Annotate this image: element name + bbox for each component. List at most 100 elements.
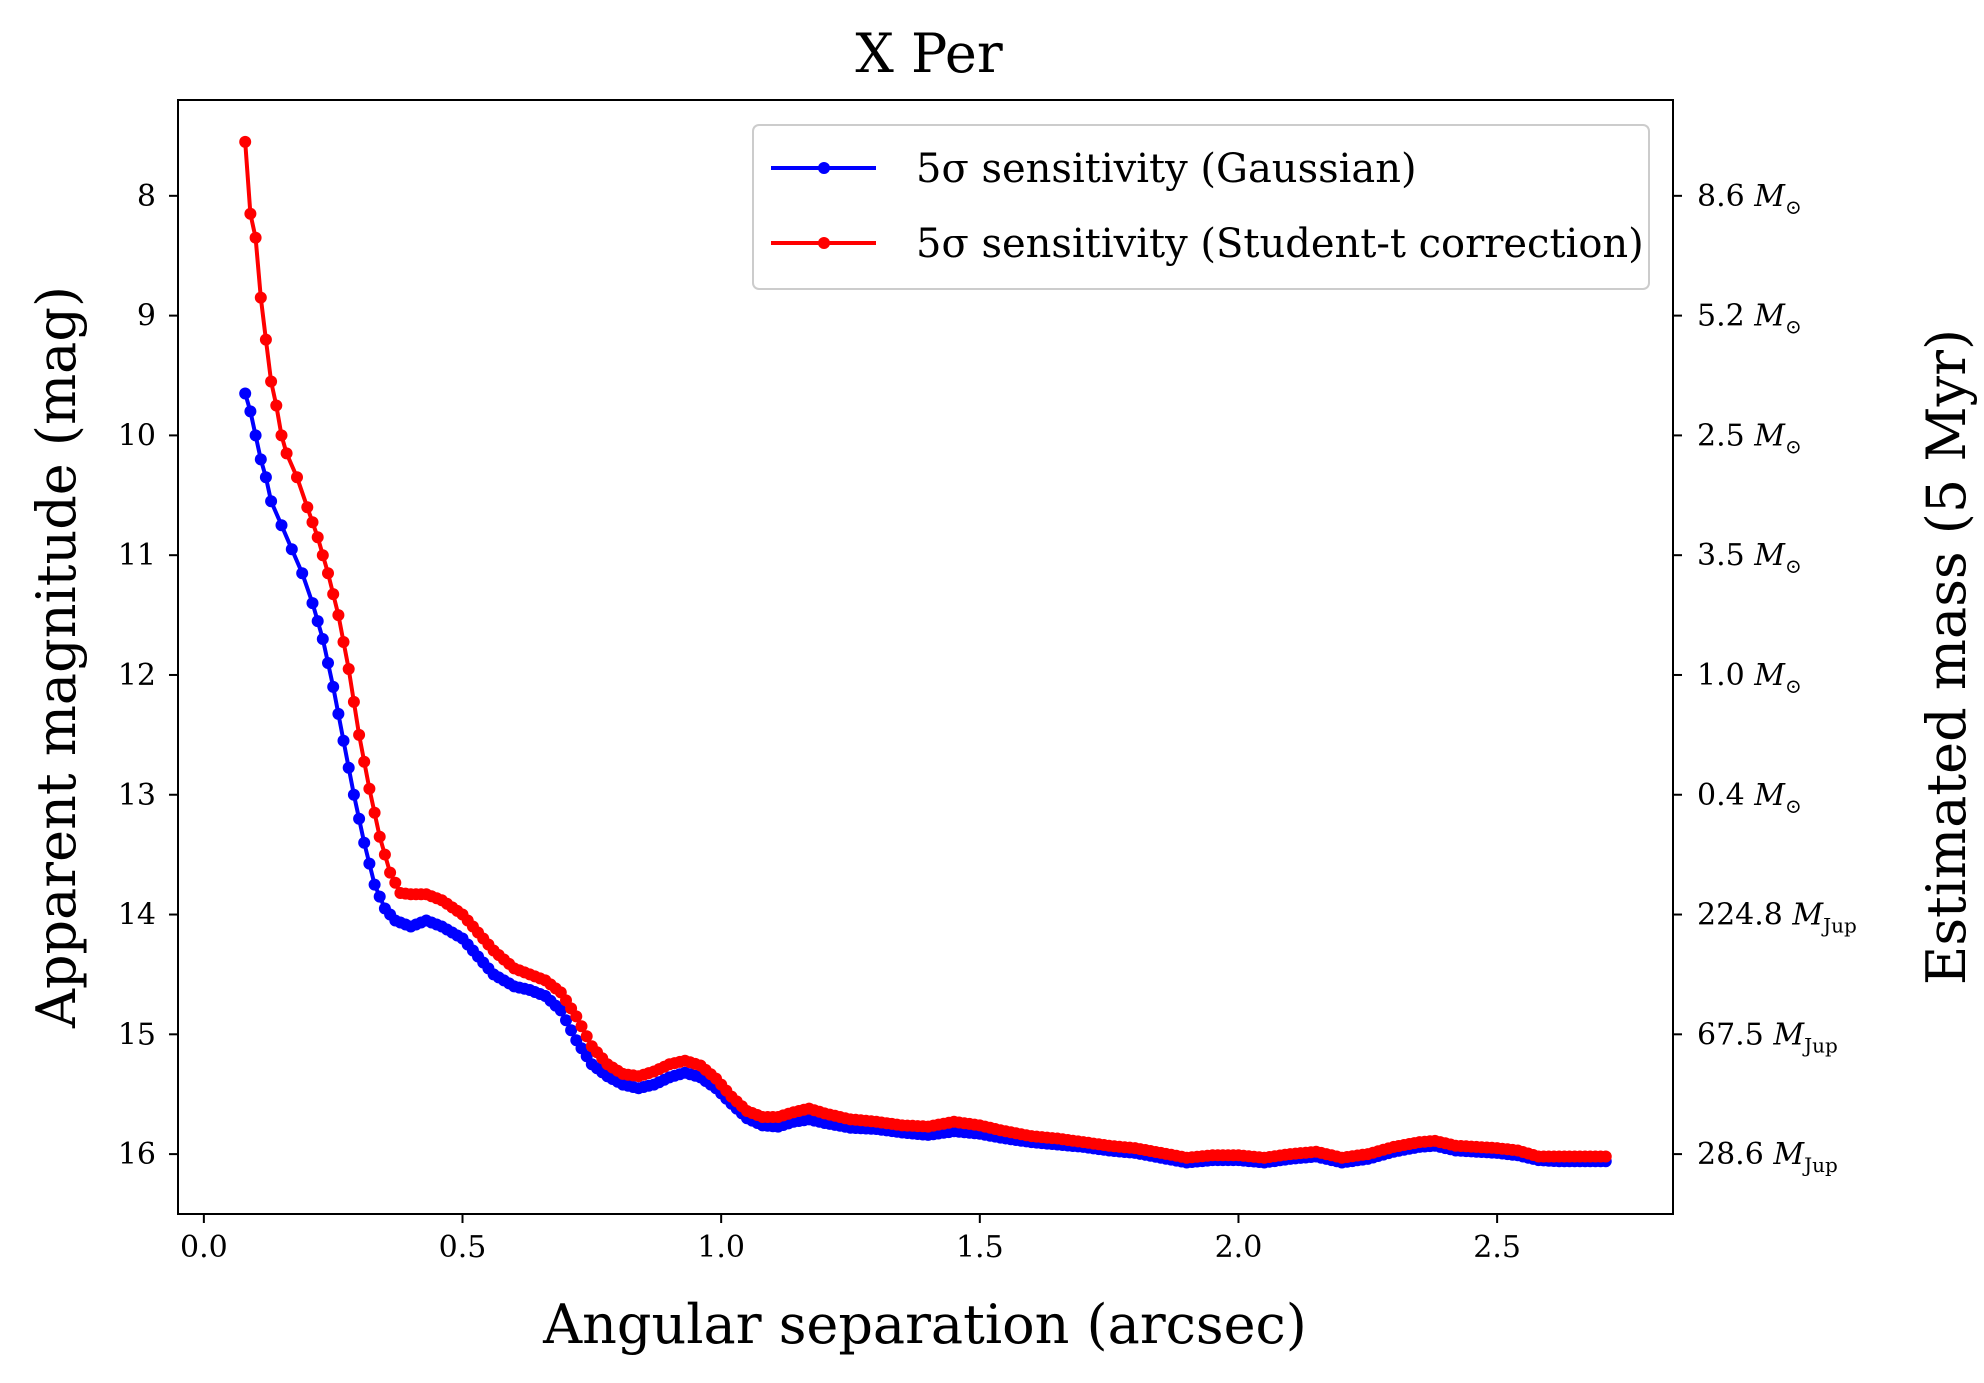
y-tick-label: 14 [118,898,156,933]
y2-tick-label: 67.5 MJup [1697,1017,1838,1057]
mass-value: 28.6 [1697,1137,1773,1172]
data-point [347,695,360,708]
data-point [358,836,371,849]
x-tick-label: 0.0 [180,1230,228,1265]
data-point [316,549,329,562]
mass-unit: M [1772,1017,1805,1052]
data-point [373,890,386,903]
legend: 5σ sensitivity (Gaussian) 5σ sensitivity… [752,124,1650,290]
mass-unit: M [1753,179,1786,214]
x-tick-label: 1.5 [956,1230,1004,1265]
y2-tick-label: 0.4 M⊙ [1697,778,1802,818]
mass-unit: M [1791,898,1824,933]
data-point [280,447,293,460]
y2-tick-label: 3.5 M⊙ [1697,538,1802,578]
data-point [291,471,303,484]
mass-subscript: ⊙ [1785,674,1802,698]
y-tick-label: 16 [118,1137,156,1172]
data-point [332,609,345,622]
mass-value: 0.4 [1697,778,1754,813]
series-1 [239,135,1612,1164]
data-point [244,405,257,418]
data-point [358,755,371,768]
data-point [342,761,355,774]
legend-label-gaussian: 5σ sensitivity (Gaussian) [916,146,1417,192]
mass-value: 67.5 [1697,1017,1773,1052]
mass-unit: M [1753,299,1786,334]
data-point [353,812,366,825]
y2-tick-label: 8.6 M⊙ [1697,179,1802,219]
data-point [580,1030,593,1043]
data-point [1599,1150,1612,1163]
y2-tick-label: 28.6 MJup [1697,1137,1838,1177]
plot-frame [177,99,1674,1215]
x-tick-label: 2.5 [1473,1230,1521,1265]
data-point [265,495,278,508]
y-tick-label: 12 [118,658,156,693]
data-point [249,231,262,244]
data-point [554,1004,567,1017]
mass-value: 3.5 [1697,538,1754,573]
mass-unit: M [1753,538,1786,573]
data-point [275,429,288,442]
y2-axis-title: Estimated mass (5 Myr) [1915,329,1978,985]
data-point [342,663,355,675]
data-point [565,1024,578,1037]
data-point [384,866,397,879]
data-point [265,375,278,388]
mass-subscript: ⊙ [1785,195,1802,219]
series-layer [239,135,1612,1169]
y-tick-label: 13 [118,778,156,813]
mass-unit: M [1753,778,1786,813]
data-point [560,1014,572,1027]
y2-tick-label: 5.2 M⊙ [1697,299,1802,339]
data-point [249,429,262,442]
data-point [353,728,366,741]
x-axis: 0.0 0.5 1.0 1.5 2.0 2.5 [180,1214,1521,1265]
data-point [259,471,272,484]
y-axis-right: 8.6 M⊙5.2 M⊙2.5 M⊙3.5 M⊙1.0 M⊙0.4 M⊙224.… [1673,179,1857,1177]
data-point [363,782,376,795]
y-tick-label: 15 [118,1017,156,1052]
mass-subscript: Jup [1821,914,1857,938]
data-point [322,567,334,580]
x-tick-label: 2.0 [1215,1230,1263,1265]
data-point [239,387,252,400]
data-point [259,333,272,346]
data-point [296,567,309,580]
data-point [327,588,340,601]
mass-value: 1.0 [1697,658,1754,693]
data-point [327,680,340,693]
data-point [316,633,329,645]
plot-area [239,135,1612,1169]
data-point [347,788,360,801]
mass-subscript: Jup [1802,1153,1838,1177]
legend-box [752,124,1650,290]
data-point [301,501,314,514]
data-point [270,399,283,412]
data-point [239,135,252,148]
data-point [332,707,345,720]
chart-title: X Per [855,22,1002,85]
y2-tick-label: 224.8 MJup [1697,898,1857,938]
y-tick-label: 11 [118,538,156,573]
mass-value: 8.6 [1697,179,1754,214]
mass-subscript: ⊙ [1785,554,1802,578]
data-point [337,734,350,747]
data-point [275,519,288,532]
data-point [337,636,350,648]
mass-unit: M [1753,418,1786,453]
mass-unit: M [1772,1137,1805,1172]
y-axis-left: 8 9 10 11 12 13 14 15 16 [118,179,178,1172]
data-point [254,291,267,304]
data-point [254,453,267,466]
data-point [311,615,324,628]
y2-tick-label: 1.0 M⊙ [1697,658,1802,698]
data-point [311,531,324,544]
data-point [389,876,402,889]
data-point [244,207,257,220]
data-point [575,1020,588,1033]
mass-unit: M [1753,658,1786,693]
y2-tick-label: 2.5 M⊙ [1697,418,1802,458]
